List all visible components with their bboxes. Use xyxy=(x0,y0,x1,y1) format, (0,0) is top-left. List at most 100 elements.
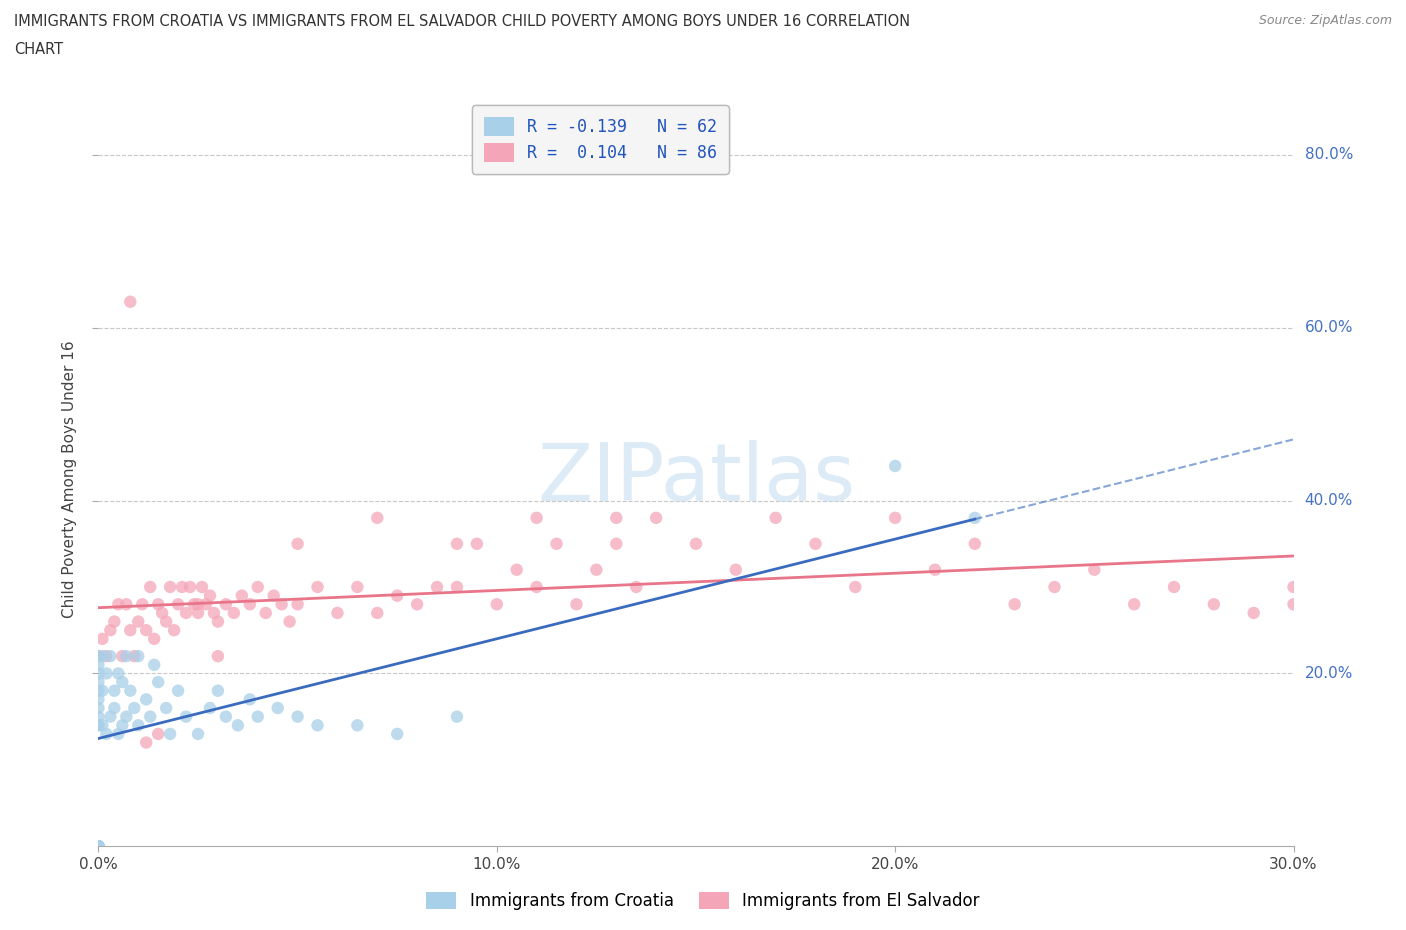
Point xyxy=(87,839,110,854)
Point xyxy=(111,674,134,689)
Point xyxy=(87,658,110,672)
Point xyxy=(127,718,149,733)
Point xyxy=(366,511,388,525)
Text: 20.0%: 20.0% xyxy=(1305,666,1353,681)
Point xyxy=(96,726,118,741)
Point xyxy=(87,684,110,698)
Point xyxy=(605,511,627,525)
Point xyxy=(1243,605,1265,620)
Point xyxy=(565,597,588,612)
Point xyxy=(585,563,607,578)
Point xyxy=(174,605,197,620)
Point xyxy=(1043,579,1066,594)
Y-axis label: Child Poverty Among Boys Under 16: Child Poverty Among Boys Under 16 xyxy=(62,340,77,618)
Point xyxy=(179,579,201,594)
Point xyxy=(127,649,149,664)
Point xyxy=(87,839,110,854)
Point xyxy=(135,692,157,707)
Point xyxy=(626,579,648,594)
Point xyxy=(924,563,946,578)
Point xyxy=(87,710,110,724)
Point xyxy=(135,735,157,750)
Point xyxy=(239,597,262,612)
Point xyxy=(135,623,157,638)
Point xyxy=(107,666,129,681)
Point xyxy=(207,684,229,698)
Point xyxy=(91,718,114,733)
Point xyxy=(103,684,125,698)
Point xyxy=(406,597,429,612)
Point xyxy=(91,684,114,698)
Point xyxy=(87,649,110,664)
Point xyxy=(446,710,468,724)
Point xyxy=(198,700,221,715)
Point xyxy=(87,839,110,854)
Point xyxy=(120,623,142,638)
Point xyxy=(107,597,129,612)
Point xyxy=(187,726,209,741)
Text: 60.0%: 60.0% xyxy=(1305,320,1353,335)
Point xyxy=(254,605,277,620)
Point xyxy=(87,674,110,689)
Point xyxy=(263,588,285,603)
Text: Source: ZipAtlas.com: Source: ZipAtlas.com xyxy=(1258,14,1392,27)
Point xyxy=(167,684,190,698)
Point xyxy=(87,718,110,733)
Point xyxy=(844,579,866,594)
Point xyxy=(385,588,409,603)
Point xyxy=(207,614,229,629)
Legend: Immigrants from Croatia, Immigrants from El Salvador: Immigrants from Croatia, Immigrants from… xyxy=(420,885,986,917)
Point xyxy=(426,579,449,594)
Point xyxy=(148,597,170,612)
Point xyxy=(546,537,568,551)
Point xyxy=(143,631,166,646)
Point xyxy=(120,294,142,309)
Point xyxy=(287,710,309,724)
Point xyxy=(143,658,166,672)
Point xyxy=(103,700,125,715)
Point xyxy=(87,839,110,854)
Point xyxy=(346,718,368,733)
Point xyxy=(465,537,488,551)
Point xyxy=(183,597,205,612)
Point xyxy=(765,511,787,525)
Point xyxy=(1163,579,1185,594)
Point xyxy=(87,839,110,854)
Point xyxy=(287,597,309,612)
Point xyxy=(124,649,146,664)
Point xyxy=(187,597,209,612)
Point xyxy=(187,605,209,620)
Point xyxy=(270,597,292,612)
Text: IMMIGRANTS FROM CROATIA VS IMMIGRANTS FROM EL SALVADOR CHILD POVERTY AMONG BOYS : IMMIGRANTS FROM CROATIA VS IMMIGRANTS FR… xyxy=(14,14,910,29)
Point xyxy=(1282,597,1305,612)
Point xyxy=(884,458,907,473)
Point xyxy=(98,649,122,664)
Point xyxy=(150,605,173,620)
Point xyxy=(446,579,468,594)
Point xyxy=(506,563,529,578)
Point xyxy=(1282,579,1305,594)
Point xyxy=(87,839,110,854)
Point xyxy=(246,710,269,724)
Point xyxy=(148,674,170,689)
Point xyxy=(267,700,290,715)
Point xyxy=(167,597,190,612)
Point xyxy=(1123,597,1146,612)
Point xyxy=(87,692,110,707)
Point xyxy=(724,563,747,578)
Point xyxy=(111,649,134,664)
Point xyxy=(191,579,214,594)
Point xyxy=(115,597,138,612)
Point xyxy=(485,597,508,612)
Point xyxy=(139,710,162,724)
Text: CHART: CHART xyxy=(14,42,63,57)
Point xyxy=(159,579,181,594)
Point xyxy=(174,710,197,724)
Point xyxy=(87,839,110,854)
Point xyxy=(87,839,110,854)
Point xyxy=(526,579,548,594)
Point xyxy=(131,597,153,612)
Point xyxy=(645,511,668,525)
Point xyxy=(87,718,110,733)
Point xyxy=(804,537,827,551)
